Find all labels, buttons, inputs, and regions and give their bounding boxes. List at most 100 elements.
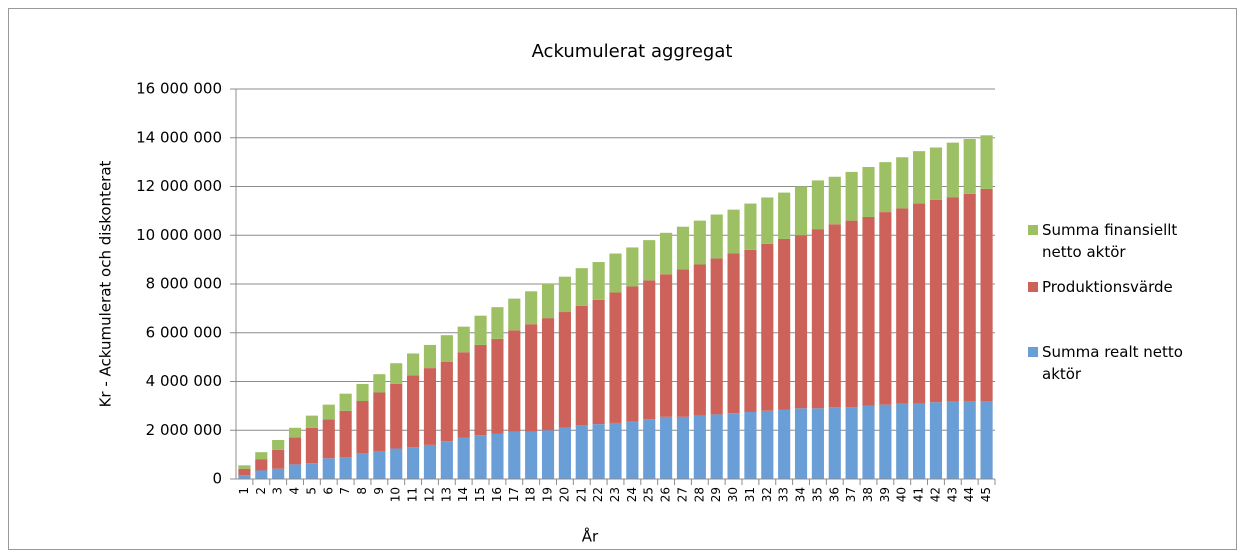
- bar-segment: [676, 416, 690, 479]
- bar-segment: [423, 444, 437, 479]
- bar-segment: [862, 405, 875, 479]
- bar-segment: [761, 197, 774, 244]
- bar-segment: [744, 203, 757, 250]
- bar-segment: [305, 415, 318, 428]
- bar-segment: [710, 214, 723, 259]
- y-tick-label: 8 000 000: [146, 275, 222, 293]
- bar-segment: [778, 409, 791, 479]
- x-tick-label: 22: [591, 487, 605, 502]
- bar-segment: [238, 475, 251, 479]
- bar-segment: [828, 224, 841, 408]
- bar-segment: [575, 425, 588, 479]
- x-tick-label: 10: [389, 487, 403, 502]
- bar-segment: [592, 262, 605, 300]
- bar-segment: [660, 416, 673, 479]
- bar-segment: [710, 258, 723, 415]
- x-tick-label: 7: [338, 487, 352, 495]
- bar-segment: [238, 465, 251, 469]
- bar-segment: [946, 142, 959, 198]
- bar-segment: [744, 411, 757, 479]
- bar-segment: [980, 401, 993, 479]
- bar-segment: [255, 459, 268, 471]
- y-tick-label: 16 000 000: [136, 80, 222, 98]
- x-tick-label: 20: [557, 487, 571, 502]
- x-tick-label: 26: [659, 487, 673, 502]
- bar-segment: [474, 344, 487, 436]
- bar-segment: [828, 176, 841, 225]
- bar-segment: [390, 363, 403, 384]
- x-tick-label: 36: [827, 487, 841, 502]
- bar-segment: [525, 431, 538, 479]
- legend-item: Produktionsvärde: [1028, 276, 1218, 298]
- bar-segment: [592, 424, 605, 479]
- bar-segment: [440, 335, 453, 362]
- bar-segment: [963, 401, 976, 479]
- bar-segment: [407, 353, 420, 376]
- bar-segment: [896, 403, 909, 479]
- bar-segment: [440, 362, 453, 442]
- bar-segment: [794, 408, 808, 479]
- bar-segment: [541, 284, 555, 319]
- bar-segment: [440, 441, 453, 479]
- legend-label: Summa realt netto aktör: [1042, 343, 1183, 383]
- x-tick-label: 32: [760, 487, 774, 502]
- bar-segment: [255, 452, 268, 460]
- x-tick-label: 45: [979, 487, 993, 502]
- bar-segment: [339, 393, 352, 411]
- bar-segment: [879, 162, 892, 213]
- x-tick-label: 35: [810, 487, 824, 502]
- bar-segment: [980, 135, 993, 189]
- x-tick-label: 11: [406, 487, 420, 502]
- bar-segment: [272, 440, 285, 450]
- bar-segment: [811, 180, 824, 230]
- bar-segment: [609, 422, 622, 479]
- bar-segment: [558, 276, 571, 313]
- bar-segment: [913, 151, 926, 204]
- bar-segment: [828, 407, 841, 479]
- x-tick-label: 16: [490, 487, 504, 502]
- x-tick-label: 8: [355, 487, 369, 495]
- bar-segment: [643, 240, 656, 281]
- bar-segment: [727, 209, 740, 254]
- bar-segment: [862, 216, 875, 406]
- bar-segment: [288, 427, 302, 438]
- bar-segment: [407, 447, 420, 479]
- bar-segment: [727, 413, 740, 479]
- bar-segment: [929, 147, 943, 200]
- bar-segment: [373, 374, 386, 393]
- bar-segment: [980, 188, 993, 401]
- x-tick-label: 15: [473, 487, 487, 502]
- x-tick-label: 41: [912, 487, 926, 502]
- x-tick-label: 17: [507, 487, 521, 502]
- x-tick-label: 21: [574, 487, 588, 502]
- bar-segment: [794, 186, 808, 236]
- bar-segment: [592, 299, 605, 425]
- bar-segment: [457, 352, 470, 438]
- bar-segment: [744, 249, 757, 412]
- bar-segment: [929, 199, 943, 403]
- bar-segment: [272, 468, 285, 479]
- bar-segment: [558, 312, 571, 428]
- bar-segment: [676, 226, 690, 270]
- bar-segment: [676, 269, 690, 417]
- bar-segment: [946, 401, 959, 479]
- legend-item: Summa realt netto aktör: [1028, 341, 1218, 385]
- bar-segment: [508, 298, 521, 331]
- bar-segment: [457, 326, 470, 353]
- x-tick-label: 24: [625, 487, 639, 502]
- bar-segment: [305, 427, 318, 464]
- x-tick-label: 13: [439, 487, 453, 502]
- x-tick-label: 18: [524, 487, 538, 502]
- bar-segment: [609, 292, 622, 423]
- x-tick-label: 43: [945, 487, 959, 502]
- x-axis-label: År: [582, 527, 599, 546]
- x-tick-label: 29: [709, 487, 723, 502]
- x-tick-label: 5: [304, 487, 318, 495]
- x-tick-label: 42: [928, 487, 942, 502]
- x-tick-label: 27: [675, 487, 689, 502]
- bar-segment: [879, 212, 892, 405]
- bar-segment: [339, 457, 352, 479]
- bar-segment: [491, 433, 504, 479]
- x-tick-label: 25: [642, 487, 656, 502]
- bar-segment: [322, 404, 335, 420]
